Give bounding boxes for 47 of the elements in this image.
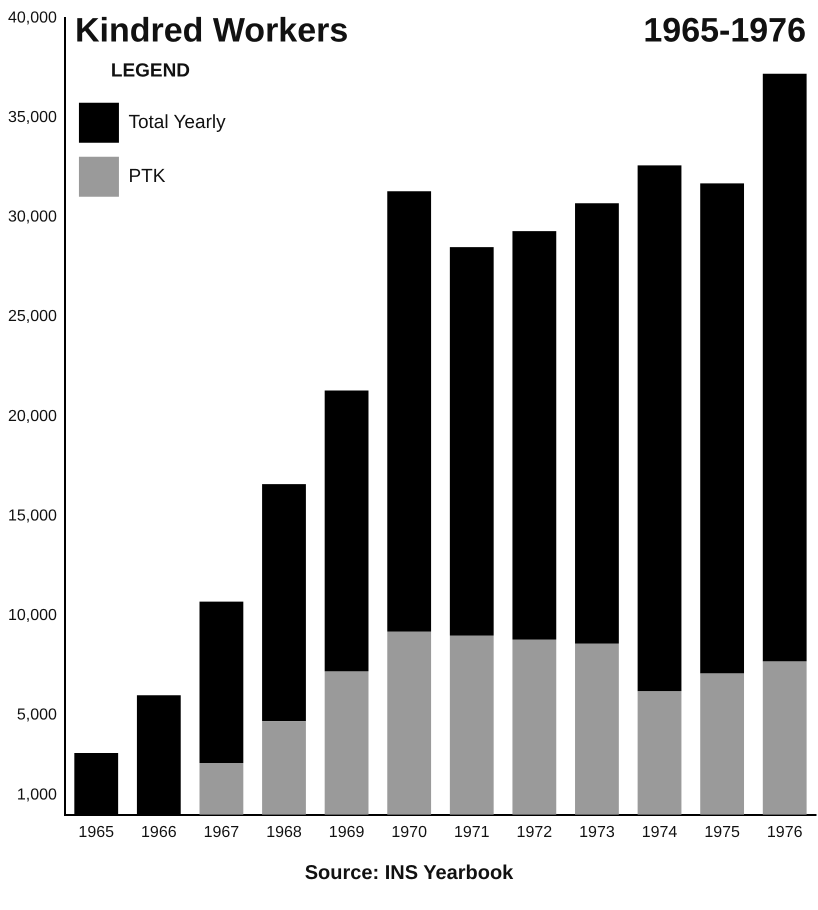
y-tick-label: 15,000: [8, 507, 58, 524]
x-tick-label: 1969: [328, 824, 364, 841]
y-tick-label: 1,000: [16, 786, 58, 804]
y-tick-label: 35,000: [8, 109, 58, 126]
legend-label: Total Yearly: [128, 112, 226, 134]
x-tick-label: 1970: [391, 824, 428, 841]
bar: [324, 671, 368, 815]
bar: [450, 247, 494, 636]
bar: [638, 691, 682, 815]
bar: [638, 165, 682, 692]
bar: [200, 602, 244, 764]
x-tick-label: 1967: [204, 824, 240, 841]
bar: [200, 763, 244, 815]
y-tick-label: 40,000: [8, 9, 58, 26]
x-tick-label: 1966: [141, 824, 177, 841]
x-tick-label: 1968: [266, 824, 302, 841]
y-tick-label: 30,000: [8, 208, 58, 226]
x-tick-label: 1972: [516, 824, 552, 841]
chart-title: Kindred Workers: [74, 11, 348, 50]
x-tick-label: 1965: [78, 824, 114, 841]
bar: [575, 643, 619, 815]
y-tick-label: 5,000: [16, 706, 58, 724]
source-note: Source: INS Yearbook: [304, 862, 514, 885]
x-tick-label: 1973: [579, 824, 615, 841]
y-tick-label: 10,000: [8, 607, 58, 624]
bar: [762, 661, 807, 815]
x-tick-label: 1974: [642, 824, 678, 841]
bar: [512, 640, 556, 815]
bar: [450, 636, 494, 815]
legend-label: PTK: [128, 166, 166, 188]
bar: [512, 231, 556, 640]
bar: [262, 721, 306, 815]
bar: [575, 203, 619, 644]
bar: [700, 673, 744, 815]
y-tick-label: 20,000: [8, 408, 58, 425]
bar: [762, 74, 807, 662]
y-tick-label: 25,000: [8, 308, 58, 326]
bar: [387, 191, 432, 632]
x-tick-label: 1971: [454, 824, 490, 841]
chart-subtitle: 1965-1976: [643, 11, 806, 50]
legend-title: LEGEND: [110, 60, 190, 82]
x-tick-label: 1975: [704, 824, 740, 841]
bar: [700, 183, 744, 674]
bar: [262, 484, 306, 722]
bar: [324, 390, 368, 672]
bar: [387, 632, 432, 815]
x-tick-label: 1976: [766, 824, 803, 841]
